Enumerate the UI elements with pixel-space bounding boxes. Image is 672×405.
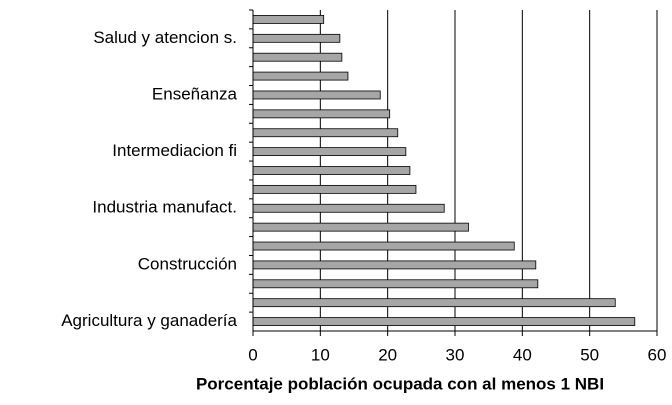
- bar: [252, 166, 411, 175]
- x-tick-label: 50: [580, 345, 599, 364]
- bar: [252, 241, 515, 251]
- x-tick-label: 0: [248, 345, 257, 364]
- x-tick-label: 60: [648, 345, 667, 364]
- y-tick-label: Industria manufact.: [92, 198, 237, 217]
- bar: [252, 147, 407, 157]
- x-tick-label: 40: [513, 345, 532, 364]
- x-tick-label: 10: [311, 345, 330, 364]
- bar: [252, 109, 391, 119]
- bar: [252, 279, 539, 289]
- bar: [252, 222, 469, 232]
- x-axis-title: Porcentaje población ocupada con al meno…: [196, 374, 604, 393]
- bar: [252, 90, 381, 100]
- bar: [252, 260, 537, 270]
- bar: [252, 52, 343, 62]
- bar: [252, 317, 636, 326]
- bar: [252, 15, 325, 24]
- bar: [252, 203, 445, 213]
- y-tick-label: Salud y atencion s.: [93, 28, 237, 47]
- bar: [252, 128, 399, 138]
- bar: [252, 184, 417, 194]
- y-tick-label: Intermediacion fi: [112, 141, 237, 160]
- x-tick-label: 30: [446, 345, 465, 364]
- bar: [252, 71, 349, 81]
- bar: [252, 298, 616, 308]
- bar: [252, 33, 341, 43]
- y-tick-label: Construcción: [138, 254, 237, 273]
- y-tick-label: Enseñanza: [152, 84, 238, 103]
- y-tick-label: Agricultura y ganadería: [61, 311, 237, 330]
- x-tick-label: 20: [378, 345, 397, 364]
